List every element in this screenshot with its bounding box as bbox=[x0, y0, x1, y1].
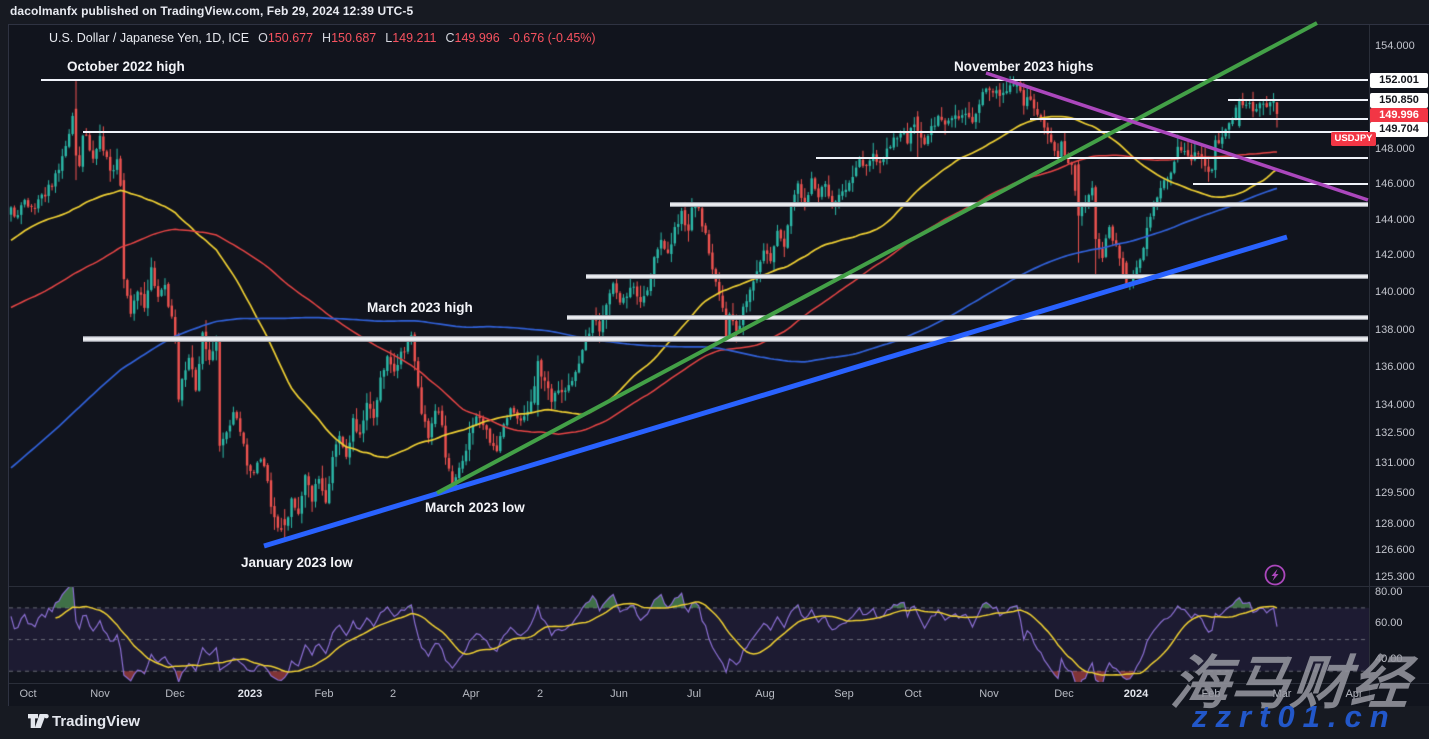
tradingview-logo-icon[interactable] bbox=[28, 714, 50, 731]
time-tick-label: Apr bbox=[462, 688, 480, 700]
ohlc-value: 149.211 bbox=[392, 31, 437, 45]
price-tick-label: 144.000 bbox=[1375, 214, 1415, 226]
ohlc-value: 150.677 bbox=[267, 31, 314, 45]
price-tick-label: 126.600 bbox=[1375, 544, 1415, 556]
rsi-tick-label: 40.00 bbox=[1375, 653, 1403, 665]
ohlc-value: 150.687 bbox=[331, 31, 377, 45]
time-tick-label: 2024 bbox=[1123, 688, 1149, 700]
time-tick-label: Nov bbox=[979, 688, 999, 700]
rsi-tick-label: 60.00 bbox=[1375, 617, 1403, 629]
time-tick-label: Oct bbox=[904, 688, 922, 700]
price-axis-separator bbox=[1369, 25, 1370, 707]
feb-2024-resistance-line[interactable] bbox=[1228, 99, 1368, 101]
axis-separator bbox=[9, 683, 1429, 684]
ohlc-prefix: L bbox=[385, 31, 393, 45]
price-tick-label: 125.300 bbox=[1375, 571, 1415, 583]
price-tick-label: 154.000 bbox=[1375, 40, 1415, 52]
pane-separator[interactable] bbox=[9, 586, 1429, 587]
level-price-box: 149.704 bbox=[1370, 121, 1428, 137]
rsi-canvas[interactable] bbox=[9, 586, 1369, 683]
price-tick-label: 140.000 bbox=[1375, 286, 1415, 298]
price-tick-label: 136.000 bbox=[1375, 361, 1415, 373]
price-tick-label: 131.000 bbox=[1375, 457, 1415, 469]
symbol-legend: U.S. Dollar / Japanese Yen, 1D, ICE O150.… bbox=[49, 31, 596, 45]
level-price-box: 152.001 bbox=[1370, 72, 1428, 88]
ohlc-prefix: H bbox=[322, 31, 332, 45]
price-tick-label: 134.000 bbox=[1375, 399, 1415, 411]
time-tick-label: 2023 bbox=[237, 688, 263, 700]
rsi-tick-label: 80.00 bbox=[1375, 586, 1403, 598]
time-tick-label: Feb bbox=[1201, 688, 1221, 700]
time-tick-label: Apr bbox=[1345, 688, 1363, 700]
time-tick-label: Aug bbox=[755, 688, 775, 700]
price-tick-label: 148.000 bbox=[1375, 143, 1415, 155]
time-tick-label: 2 bbox=[536, 688, 544, 700]
level-146-line[interactable] bbox=[1193, 183, 1368, 185]
march-2023-high-zone[interactable] bbox=[83, 336, 1368, 342]
ohlc-value: 149.996 bbox=[454, 31, 500, 45]
published-line: dacolmanfx published on TradingView.com,… bbox=[10, 4, 414, 18]
price-tick-label: 132.500 bbox=[1375, 427, 1415, 439]
tradingview-logo-text[interactable]: TradingView bbox=[52, 713, 141, 730]
time-tick-label: Jul bbox=[686, 688, 702, 700]
time-tick-label: Oct bbox=[19, 688, 37, 700]
level-139-6-zone[interactable] bbox=[567, 314, 1368, 320]
time-tick-label: Dec bbox=[165, 688, 185, 700]
time-tick-label: Mar bbox=[1272, 688, 1292, 700]
time-tick-label: Dec bbox=[1054, 688, 1074, 700]
usdjpy-price-tag: USDJPY bbox=[1331, 132, 1376, 146]
january-2023-low-label[interactable]: January 2023 low bbox=[241, 555, 353, 570]
level-149-2-line[interactable] bbox=[83, 131, 1368, 133]
level-price-box: 150.850 bbox=[1370, 92, 1428, 108]
ohlc-prefix: C bbox=[445, 31, 455, 45]
price-tick-label: 129.500 bbox=[1375, 487, 1415, 499]
ohlc-prefix: O bbox=[258, 31, 268, 45]
price-tick-label: 138.000 bbox=[1375, 324, 1415, 336]
price-tick-label: 142.000 bbox=[1375, 249, 1415, 261]
time-tick-label: Jun bbox=[610, 688, 628, 700]
level-148-line[interactable] bbox=[816, 157, 1368, 159]
october-2022-high-line[interactable] bbox=[41, 79, 1368, 81]
november-2023-highs-label[interactable]: November 2023 highs bbox=[954, 59, 1094, 74]
time-tick-label: Feb bbox=[314, 688, 334, 700]
ohlc-values: O150.677 H150.687 L149.211 C149.996 bbox=[249, 31, 500, 45]
level-145-zone[interactable] bbox=[670, 201, 1368, 207]
level-149-704-line[interactable] bbox=[1030, 118, 1368, 120]
march-2023-low-label[interactable]: March 2023 low bbox=[425, 500, 525, 515]
time-tick-label: Nov bbox=[90, 688, 110, 700]
march-2023-high-label[interactable]: March 2023 high bbox=[367, 300, 473, 315]
time-tick-label: Sep bbox=[834, 688, 854, 700]
october-2022-high-label[interactable]: October 2022 high bbox=[67, 59, 185, 74]
current-price-box: 149.996 bbox=[1370, 107, 1428, 123]
price-tick-label: 146.000 bbox=[1375, 178, 1415, 190]
change-value: -0.676 (-0.45%) bbox=[508, 31, 596, 45]
level-141-zone[interactable] bbox=[586, 273, 1368, 279]
footer-bar: TradingView bbox=[0, 706, 1429, 739]
chart-frame[interactable]: U.S. Dollar / Japanese Yen, 1D, ICE O150.… bbox=[8, 24, 1429, 707]
published-bar: dacolmanfx published on TradingView.com,… bbox=[0, 0, 1429, 24]
symbol-title[interactable]: U.S. Dollar / Japanese Yen, 1D, ICE bbox=[49, 31, 250, 45]
candlestick-canvas[interactable] bbox=[9, 25, 1369, 586]
price-tick-label: 128.000 bbox=[1375, 518, 1415, 530]
time-tick-label: 2 bbox=[389, 688, 397, 700]
